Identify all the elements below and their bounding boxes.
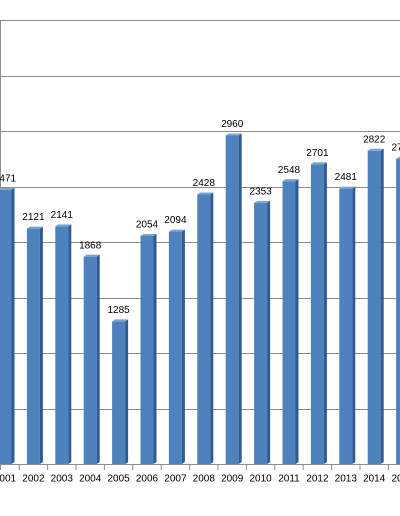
bar	[26, 228, 40, 464]
bar-side	[323, 162, 327, 464]
bar-top	[339, 186, 356, 189]
bar-top	[254, 200, 271, 203]
data-label: 1868	[79, 240, 102, 251]
bar	[83, 256, 97, 464]
bar-side	[238, 133, 242, 464]
bar-side	[68, 224, 72, 464]
bar-side	[39, 226, 43, 464]
x-tick-label: 2014	[363, 474, 386, 485]
bar	[225, 135, 239, 464]
bar-side	[210, 192, 214, 464]
data-label: 2428	[193, 178, 216, 189]
data-label: 2701	[306, 148, 329, 159]
x-tick-label: 2004	[79, 474, 102, 485]
bar	[168, 231, 182, 464]
data-label: 2822	[363, 134, 386, 145]
bar	[55, 226, 69, 464]
bar	[282, 181, 296, 464]
bar	[310, 164, 324, 464]
bar-top	[225, 133, 242, 136]
bar-side	[11, 187, 15, 464]
data-label: 2960	[221, 119, 244, 130]
x-tick-label: 2011	[278, 474, 300, 485]
bar-top	[396, 156, 400, 159]
bar-side	[352, 186, 356, 464]
bar-top	[197, 192, 214, 195]
x-tick-label: 2002	[22, 474, 45, 485]
data-label: 1285	[107, 305, 130, 316]
x-tick-label: 2006	[136, 474, 159, 485]
data-label: 2750	[391, 142, 400, 153]
bar-top	[367, 148, 384, 151]
bar-side	[267, 200, 271, 464]
bar-side	[181, 229, 185, 464]
bar-side	[295, 179, 299, 464]
x-tick-label: 2007	[164, 474, 187, 485]
x-tick-label: 2005	[107, 474, 130, 485]
data-label: 2471	[0, 173, 17, 184]
bar-top	[112, 319, 129, 322]
bar-side	[96, 254, 100, 464]
bar-top	[168, 229, 185, 232]
x-tick-label: 2008	[193, 474, 216, 485]
bar	[140, 236, 154, 464]
bar	[339, 188, 353, 464]
data-label: 2141	[51, 210, 74, 221]
bar-top	[140, 234, 157, 237]
data-label: 2548	[278, 165, 301, 176]
data-label: 2094	[164, 215, 187, 226]
x-tick-label: 2013	[335, 474, 358, 485]
bar-top	[55, 224, 72, 227]
x-tick-label: 2015	[391, 474, 400, 485]
bar-top	[83, 254, 100, 257]
bar	[197, 194, 211, 464]
bar	[0, 189, 12, 464]
data-label: 2054	[136, 220, 159, 231]
x-tick-label: 2012	[306, 474, 329, 485]
bar-side	[153, 234, 157, 464]
x-tick-label: 2001	[0, 474, 17, 485]
bar-top	[310, 162, 327, 165]
x-tick-label: 2010	[249, 474, 272, 485]
data-label: 2353	[249, 186, 272, 197]
data-label: 2481	[335, 172, 358, 183]
bar	[367, 150, 381, 464]
data-label: 2121	[22, 212, 45, 223]
bar	[254, 202, 268, 464]
bar-top	[282, 179, 299, 182]
bar-top	[26, 226, 43, 229]
bar	[396, 158, 400, 464]
bar-top	[0, 187, 15, 190]
x-tick-label: 2003	[51, 474, 74, 485]
x-tick-label: 2009	[221, 474, 244, 485]
bar-side	[125, 319, 129, 464]
bar-side	[380, 148, 384, 464]
bar	[112, 321, 126, 464]
